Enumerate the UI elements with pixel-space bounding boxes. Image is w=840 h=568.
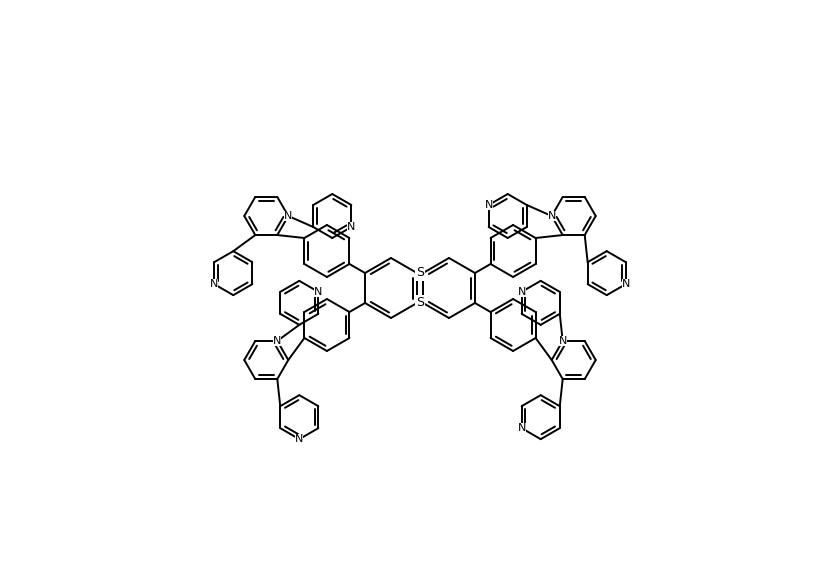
Text: N: N [284,211,292,221]
Text: S: S [416,266,424,279]
Text: N: N [347,222,355,232]
Text: N: N [314,287,323,297]
Text: N: N [210,279,218,289]
Text: N: N [273,336,281,346]
Text: N: N [517,287,526,297]
Text: N: N [517,423,526,433]
Text: N: N [622,279,630,289]
Text: N: N [548,211,556,221]
Text: N: N [295,434,303,444]
Text: N: N [485,200,493,210]
Text: N: N [559,336,567,346]
Text: S: S [416,296,424,310]
